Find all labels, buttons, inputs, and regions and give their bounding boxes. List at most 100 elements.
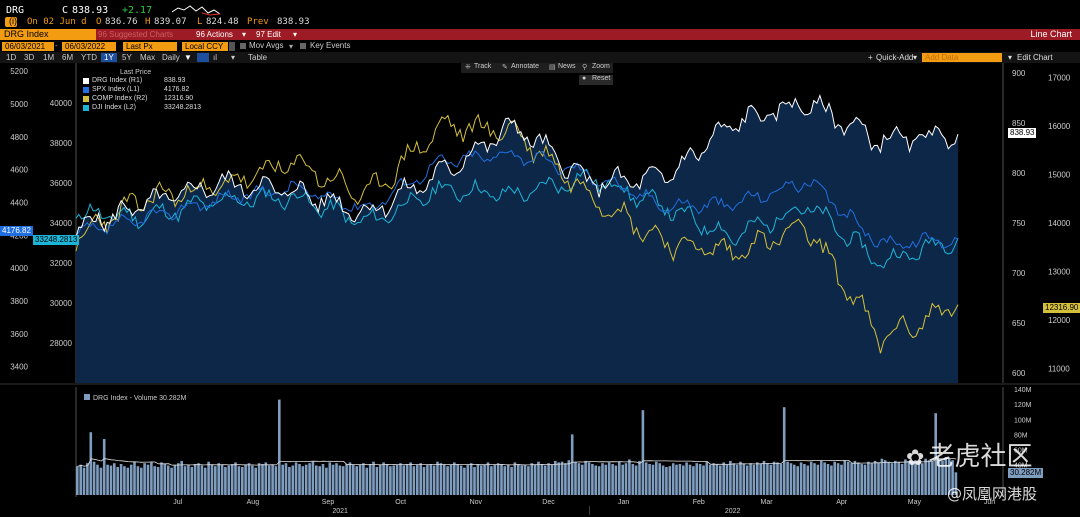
legend-swatch-drg <box>83 78 89 84</box>
quick-add-button[interactable]: Quick-Add <box>876 53 914 62</box>
actions-menu[interactable]: 96 Actions <box>196 30 233 39</box>
volume-bar <box>109 465 113 495</box>
month-label-Aug: Aug <box>247 499 260 506</box>
zoom-icon: ⚲ <box>582 64 588 71</box>
volume-bar <box>156 467 160 495</box>
range-6m[interactable]: 6M <box>62 53 74 62</box>
volume-bar <box>190 467 194 495</box>
range-max[interactable]: Max <box>140 53 156 62</box>
mov-avgs-toggle[interactable]: Mov Avgs <box>249 41 284 50</box>
annotate-button[interactable]: Annotate <box>511 63 540 70</box>
volume-bar <box>89 432 93 495</box>
paw-icon: ✿ <box>906 446 925 471</box>
volume-bar <box>99 467 103 495</box>
change-value: +2.17 <box>122 4 153 16</box>
month-label-Mar: Mar <box>761 499 774 506</box>
legend-value-dji: 33248.2813 <box>164 104 201 111</box>
checkbox-icon[interactable] <box>240 43 246 49</box>
volume-bar <box>570 434 574 495</box>
security-field[interactable]: DRG Index <box>0 29 96 40</box>
volume-bar <box>180 460 183 495</box>
volume-bar <box>106 464 109 495</box>
comp-last-tag: 12316.90 <box>1043 303 1080 313</box>
volume-bar <box>668 466 672 495</box>
volume-bar <box>826 464 830 495</box>
high-label: H <box>145 17 151 27</box>
volume-bar <box>331 464 335 495</box>
volume-chart[interactable]: 140M 120M 100M 80M 60M 40M <box>0 387 1080 497</box>
legend-swatch-spx <box>83 87 89 93</box>
open-label: O <box>96 17 102 27</box>
checkbox-icon[interactable] <box>300 43 306 49</box>
volume-bar <box>446 466 449 495</box>
volume-bar <box>82 467 86 495</box>
volume-bar <box>638 460 641 495</box>
news-button[interactable]: News <box>558 63 576 70</box>
volume-bar <box>227 465 231 495</box>
r1-tick-700: 700 <box>1012 269 1026 278</box>
bars-icon[interactable]: ıl <box>213 53 217 62</box>
volume-bar <box>513 462 517 495</box>
table-button[interactable]: Table <box>248 53 268 62</box>
line-chart-icon[interactable] <box>197 53 209 62</box>
range-ytd[interactable]: YTD <box>81 53 97 62</box>
info-icon[interactable]: (i) <box>5 16 17 27</box>
volume-bar <box>601 463 604 495</box>
range-1m[interactable]: 1M <box>43 53 55 62</box>
volume-bar <box>597 466 601 495</box>
prev-value: 838.93 <box>277 17 310 27</box>
volume-moving-average <box>77 458 957 467</box>
dji-line <box>75 168 959 269</box>
l2-tick-30000: 30000 <box>50 299 73 308</box>
volume-legend: DRG Index - Volume 30.282M <box>82 394 189 402</box>
volume-bar <box>820 460 823 495</box>
volume-bar <box>426 464 429 495</box>
edit-menu[interactable]: 97 Edit <box>256 30 281 39</box>
key-events-toggle[interactable]: Key Events <box>310 41 351 50</box>
l1-tick-4800: 4800 <box>10 133 28 142</box>
volume-bar <box>537 461 540 495</box>
chart-type-label: Line Chart <box>1030 29 1072 39</box>
volume-bar <box>503 466 507 495</box>
volume-tick-140M: 140M <box>1014 387 1032 394</box>
start-date-input[interactable]: 06/03/2021 <box>2 42 54 51</box>
add-data-input[interactable]: Add Data <box>922 53 1002 62</box>
edit-chart-button[interactable]: Edit Chart <box>1017 53 1053 62</box>
zoom-button[interactable]: Zoom <box>592 63 610 70</box>
track-button[interactable]: Track <box>474 63 492 70</box>
currency-select[interactable]: Local CCY <box>182 42 228 51</box>
price-chart[interactable]: 5200500048004600440042004000380036003400… <box>0 63 1080 385</box>
volume-bar <box>708 464 712 495</box>
volume-bar <box>517 464 520 495</box>
reset-button[interactable]: ● Reset <box>579 75 613 85</box>
l1-tick-3600: 3600 <box>10 330 28 339</box>
volume-bar <box>863 464 867 495</box>
end-date-input[interactable]: 06/03/2022 <box>62 42 116 51</box>
suggested-charts-button[interactable]: 96 Suggested Charts <box>98 30 174 39</box>
chevron-down-icon: ▾ <box>293 30 298 39</box>
volume-bar <box>520 465 523 495</box>
chevron-down-icon[interactable] <box>229 42 235 51</box>
controls-row: 06/03/2021 - 06/03/2022 Last Px Local CC… <box>0 41 1080 52</box>
r1-tick-750: 750 <box>1012 219 1026 228</box>
l2-tick-40000: 40000 <box>50 99 73 108</box>
range-1y[interactable]: 1Y <box>101 53 117 62</box>
volume-bar <box>405 464 409 495</box>
range-5y[interactable]: 5Y <box>122 53 132 62</box>
price-field-select[interactable]: Last Px <box>123 42 177 51</box>
volume-bar <box>584 460 587 495</box>
chevron-down-icon: ▾ <box>913 53 918 62</box>
volume-bar <box>836 463 840 495</box>
volume-bar <box>264 462 268 495</box>
volume-bar <box>560 461 564 495</box>
range-3d[interactable]: 3D <box>24 53 35 62</box>
volume-bar <box>715 464 719 495</box>
volume-bar <box>102 439 106 495</box>
range-1d[interactable]: 1D <box>6 53 17 62</box>
volume-bar <box>251 465 254 495</box>
volume-bar <box>318 466 321 495</box>
volume-bar <box>193 464 197 495</box>
r2-tick-14000: 14000 <box>1048 219 1071 228</box>
volume-bar <box>705 461 709 495</box>
frequency-select[interactable]: Daily <box>162 53 180 62</box>
